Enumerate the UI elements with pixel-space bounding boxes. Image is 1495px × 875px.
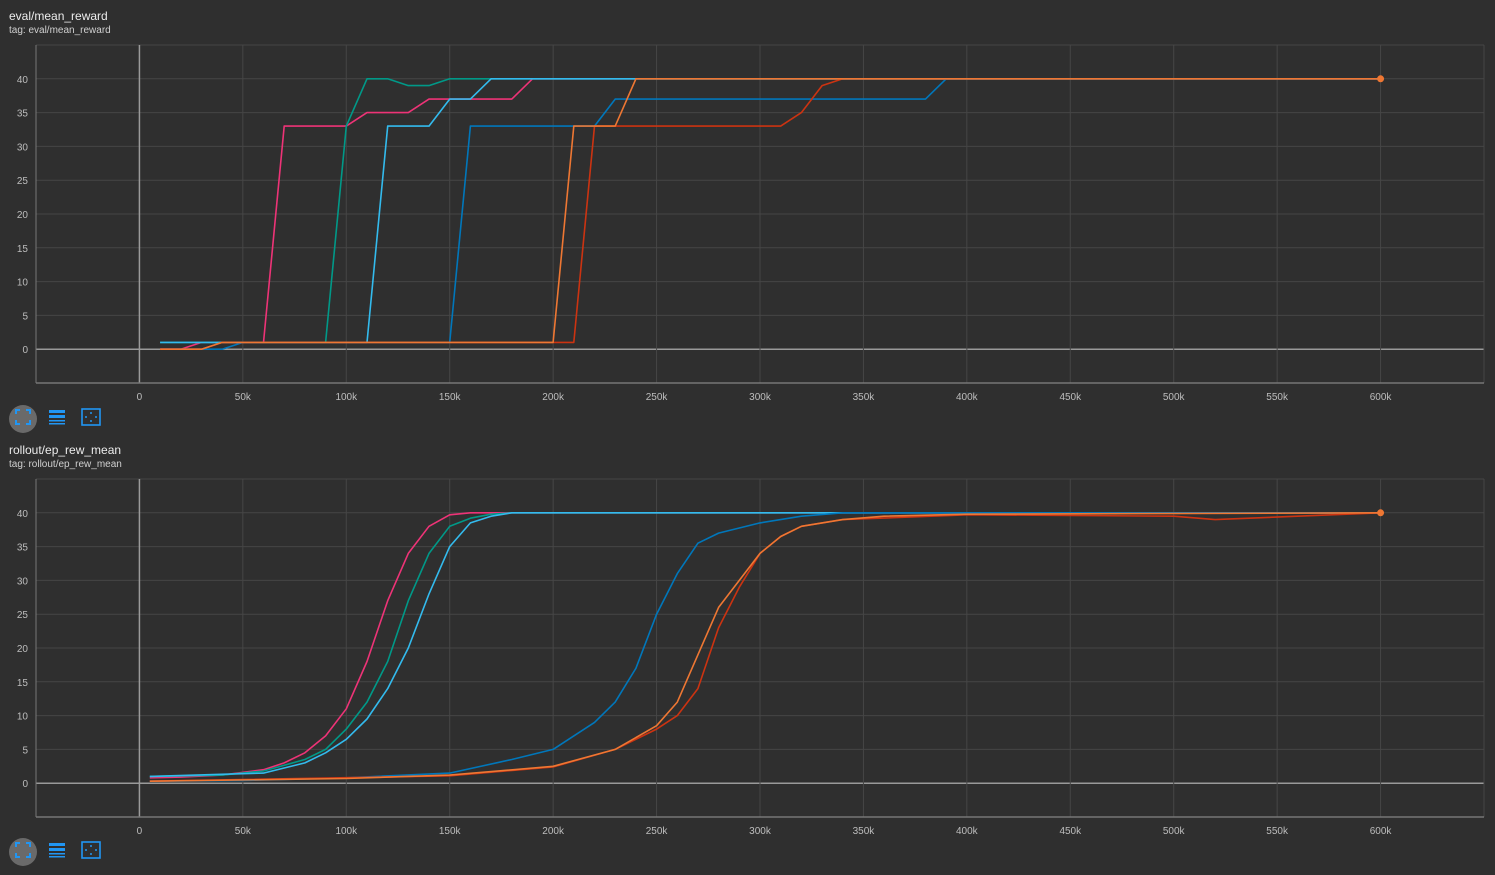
fit-domain-button[interactable] — [9, 838, 37, 866]
series-line-2 — [149, 511, 1381, 778]
chart-title: rollout/ep_rew_mean — [9, 443, 122, 457]
chart-tag: tag: eval/mean_reward — [9, 25, 111, 36]
series-end-marker — [1377, 75, 1385, 83]
x-tick-label: 50k — [235, 392, 252, 403]
x-tick-label: 250k — [646, 392, 669, 403]
x-tick-label: 150k — [439, 392, 462, 403]
x-tick-label: 600k — [1370, 826, 1393, 837]
toggle-log-icon — [49, 409, 65, 430]
chart-toolbar — [9, 838, 105, 866]
x-tick-label: 350k — [853, 392, 876, 403]
chart-card-rollout-ep-rew-mean: rollout/ep_rew_mean tag: rollout/ep_rew_… — [0, 434, 1495, 875]
x-tick-label: 300k — [749, 826, 772, 837]
chart-title: eval/mean_reward — [9, 9, 108, 23]
y-tick-label: 5 — [22, 311, 28, 322]
chart-tag: tag: rollout/ep_rew_mean — [9, 459, 122, 470]
x-tick-label: 200k — [542, 392, 565, 403]
zoom-select-icon — [81, 407, 101, 431]
x-tick-label: 150k — [439, 826, 462, 837]
fit-domain-icon — [15, 408, 31, 430]
zoom-select-button[interactable] — [77, 838, 105, 866]
y-tick-label: 35 — [17, 543, 29, 554]
y-tick-label: 40 — [17, 75, 29, 86]
series-line-1 — [160, 78, 1381, 344]
series-line-2 — [160, 78, 1381, 344]
y-tick-label: 10 — [17, 278, 29, 289]
y-tick-label: 15 — [17, 244, 29, 255]
series-line-1 — [149, 511, 1381, 778]
y-tick-label: 20 — [17, 644, 29, 655]
x-tick-label: 550k — [1266, 826, 1289, 837]
zoom-select-button[interactable] — [77, 405, 105, 433]
chart-card-eval-mean-reward: eval/mean_reward tag: eval/mean_reward 0… — [0, 0, 1495, 434]
chart-toolbar — [9, 405, 105, 433]
x-tick-label: 500k — [1163, 392, 1186, 403]
x-tick-label: 600k — [1370, 392, 1393, 403]
line-chart[interactable]: 0 5 10 15 20 25 30 35 40 0 50k 100k 150k 200k 250k 300k… — [0, 0, 1495, 405]
x-tick-label: 450k — [1059, 392, 1082, 403]
y-tick-label: 10 — [17, 712, 29, 723]
x-tick-label: 0 — [137, 392, 143, 403]
y-tick-label: 30 — [17, 142, 29, 153]
series-line-3 — [149, 511, 1381, 782]
y-tick-label: 25 — [17, 610, 29, 621]
x-tick-label: 100k — [335, 392, 358, 403]
series-line-5 — [160, 78, 1381, 350]
x-tick-label: 100k — [335, 826, 358, 837]
x-tick-label: 500k — [1163, 826, 1186, 837]
y-tick-label: 30 — [17, 576, 29, 587]
x-tick-label: 200k — [542, 826, 565, 837]
line-chart[interactable]: 0 5 10 15 20 25 30 35 40 0 50k 100k 150k 200k 250k 300k… — [0, 434, 1495, 839]
y-tick-label: 15 — [17, 678, 29, 689]
x-tick-label: 50k — [235, 826, 252, 837]
y-tick-label: 0 — [22, 345, 28, 356]
zoom-select-icon — [81, 840, 101, 864]
toggle-log-scale-button[interactable] — [43, 405, 71, 433]
y-tick-label: 25 — [17, 176, 29, 187]
toggle-log-icon — [49, 842, 65, 863]
y-tick-label: 20 — [17, 210, 29, 221]
x-tick-label: 0 — [137, 826, 143, 837]
x-tick-label: 300k — [749, 392, 772, 403]
y-tick-label: 40 — [17, 509, 29, 520]
fit-domain-icon — [15, 841, 31, 863]
series-line-0 — [160, 78, 1381, 350]
series-end-marker — [1377, 509, 1385, 517]
x-tick-label: 400k — [956, 826, 979, 837]
series-line-3 — [160, 78, 1381, 350]
fit-domain-button[interactable] — [9, 405, 37, 433]
x-tick-label: 350k — [853, 826, 876, 837]
y-tick-label: 5 — [22, 745, 28, 756]
x-tick-label: 550k — [1266, 392, 1289, 403]
series-line-0 — [149, 511, 1381, 779]
x-tick-label: 450k — [1059, 826, 1082, 837]
y-tick-label: 0 — [22, 779, 28, 790]
series-line-5 — [149, 512, 1381, 782]
toggle-log-scale-button[interactable] — [43, 838, 71, 866]
x-tick-label: 250k — [646, 826, 669, 837]
x-tick-label: 400k — [956, 392, 979, 403]
y-tick-label: 35 — [17, 109, 29, 120]
